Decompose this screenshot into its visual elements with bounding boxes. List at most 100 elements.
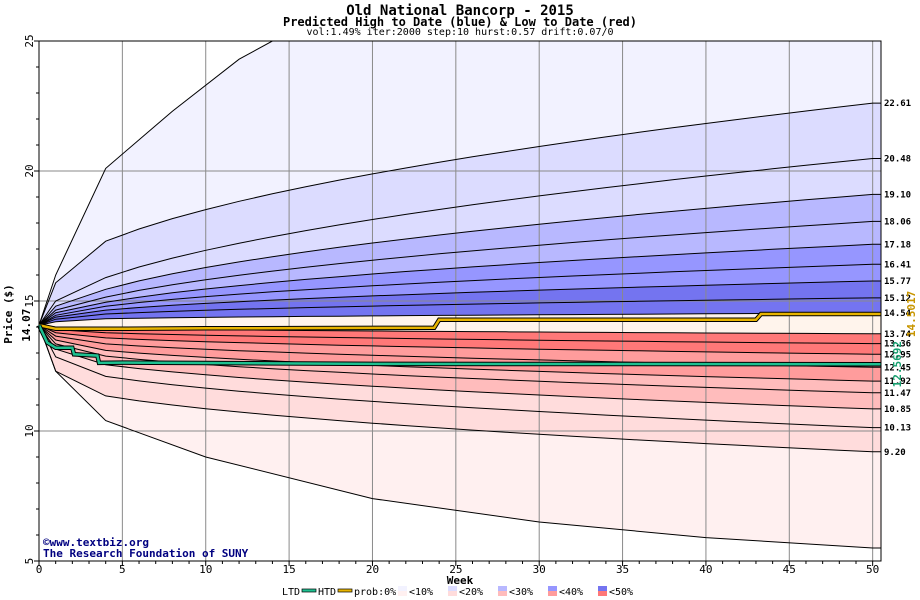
legend-swatch-red-5: [598, 591, 607, 596]
ltd-end-label: 12.5692: [891, 341, 904, 387]
x-tick-label-30: 30: [533, 563, 546, 576]
chart-title: Old National Bancorp - 2015: [346, 3, 574, 19]
end-label-10.13: 10.13: [884, 424, 911, 434]
start-price-label: 14.07: [20, 309, 33, 342]
htd-end-label: 14.5017: [905, 291, 918, 337]
high-quantile-line-7: [39, 280, 881, 326]
probability-bands: [39, 41, 881, 561]
legend-ltd-swatch: [301, 588, 317, 593]
band-high-6: [39, 264, 881, 326]
x-tick-label-15: 15: [282, 563, 295, 576]
legend-swatch-blue-4: [548, 586, 557, 591]
legend-swatch-red-2: [448, 591, 457, 596]
y-tick-label-20: 20: [23, 164, 36, 177]
chart-parameters: vol:1.49% iter:2000 step:10 hurst:0.57 d…: [306, 27, 614, 38]
end-label-11.47: 11.47: [884, 389, 911, 399]
y-tick-label-5: 5: [23, 558, 36, 565]
band-high-8: [39, 297, 881, 326]
band-low-1: [39, 325, 881, 344]
end-label-9.20: 9.20: [884, 448, 906, 458]
band-above-envelope: [39, 41, 273, 326]
end-label-13.36: 13.36: [884, 340, 911, 350]
quantile-end-labels: 22.61 20.48 19.10 18.06 17.18 16.41 15.77 15.12…: [884, 99, 918, 458]
high-quantile-line-1: [39, 102, 881, 326]
band-low-3: [39, 325, 881, 368]
legend-range-2: <20%: [459, 587, 483, 598]
band-low-8: [39, 325, 881, 452]
legend-ltd-label: LTD: [282, 587, 300, 598]
end-label-15.12: 15.12: [884, 294, 911, 304]
htd-line: [38, 312, 881, 331]
legend-range-1: <10%: [409, 587, 433, 598]
high-quantile-line-8: [39, 297, 881, 326]
legend-htd-swatch: [337, 588, 353, 593]
high-envelope-line: [39, 41, 277, 326]
low-quantile-line-5: [39, 324, 881, 382]
high-quantile-line-5: [39, 243, 881, 326]
legend-swatch-red-4: [548, 591, 557, 596]
end-label-15.77: 15.77: [884, 277, 911, 287]
end-label-20.48: 20.48: [884, 155, 911, 165]
x-tick-label-35: 35: [616, 563, 629, 576]
end-label-16.41: 16.41: [884, 260, 911, 270]
x-tick-label-40: 40: [699, 563, 712, 576]
band-high-1: [39, 103, 881, 326]
legend-swatch-blue-2: [448, 586, 457, 591]
x-axis-title: Week: [447, 574, 474, 587]
end-label-17.18: 17.18: [884, 240, 911, 250]
legend-range-5: <50%: [609, 587, 633, 598]
band-low-6: [39, 325, 881, 409]
low-quantile-line-8: [39, 324, 881, 429]
band-low-2: [39, 325, 881, 355]
band-high-2: [39, 158, 881, 326]
band-below-envelope: [39, 325, 881, 561]
band-low-outer: [39, 325, 881, 548]
end-label-10.85: 10.85: [884, 405, 911, 415]
chart-subtitle: Predicted High to Date (blue) & Low to D…: [282, 15, 637, 29]
low-quantile-line-7: [39, 324, 881, 410]
x-tick-label-20: 20: [366, 563, 379, 576]
end-label-12.45: 12.45: [884, 363, 911, 373]
x-tick-label-0: 0: [36, 563, 43, 576]
band-high-3: [39, 194, 881, 326]
x-tick-label-50: 50: [866, 563, 879, 576]
high-quantile-line-2: [39, 158, 881, 326]
low-quantile-line-3: [39, 324, 881, 355]
band-high-outer: [39, 41, 881, 326]
low-envelope-line: [39, 325, 881, 549]
price-lines: [36, 311, 882, 367]
legend: LTD HTD prob:0% <10% <20% <30% <40% <50%: [282, 586, 633, 598]
legend-swatch-blue-1: [398, 586, 407, 591]
legend-range-3: <30%: [509, 587, 533, 598]
y-tick-label-15: 15: [23, 294, 36, 307]
legend-swatch-red-3: [498, 591, 507, 596]
x-tick-label-5: 5: [119, 563, 126, 576]
end-label-11.92: 11.92: [884, 377, 911, 387]
y-tick-label-25: 25: [23, 34, 36, 47]
legend-prob-label: prob:0%: [354, 587, 396, 598]
band-low-4: [39, 325, 881, 382]
end-label-19.10: 19.10: [884, 190, 911, 200]
end-label-13.74: 13.74: [884, 330, 912, 340]
y-axis-title: Price ($): [2, 284, 15, 344]
end-label-22.61: 22.61: [884, 99, 911, 109]
high-quantile-line-4: [39, 220, 881, 326]
legend-range-4: <40%: [559, 587, 583, 598]
low-quantile-line-9: [39, 325, 881, 453]
low-quantile-line-2: [39, 324, 881, 345]
legend-swatch-red-1: [398, 591, 407, 596]
end-label-18.06: 18.06: [884, 217, 911, 227]
high-quantile-line-3: [39, 193, 881, 326]
high-quantile-line-6: [39, 263, 881, 326]
credit-org: The Research Foundation of SUNY: [43, 547, 249, 560]
ltd-line: [37, 324, 882, 366]
legend-swatch-blue-5: [598, 586, 607, 591]
legend-htd-label: HTD: [318, 587, 336, 598]
band-low-7: [39, 325, 881, 428]
band-high-4: [39, 221, 881, 326]
x-tick-label-45: 45: [783, 563, 796, 576]
x-tick-label-25: 25: [449, 563, 462, 576]
